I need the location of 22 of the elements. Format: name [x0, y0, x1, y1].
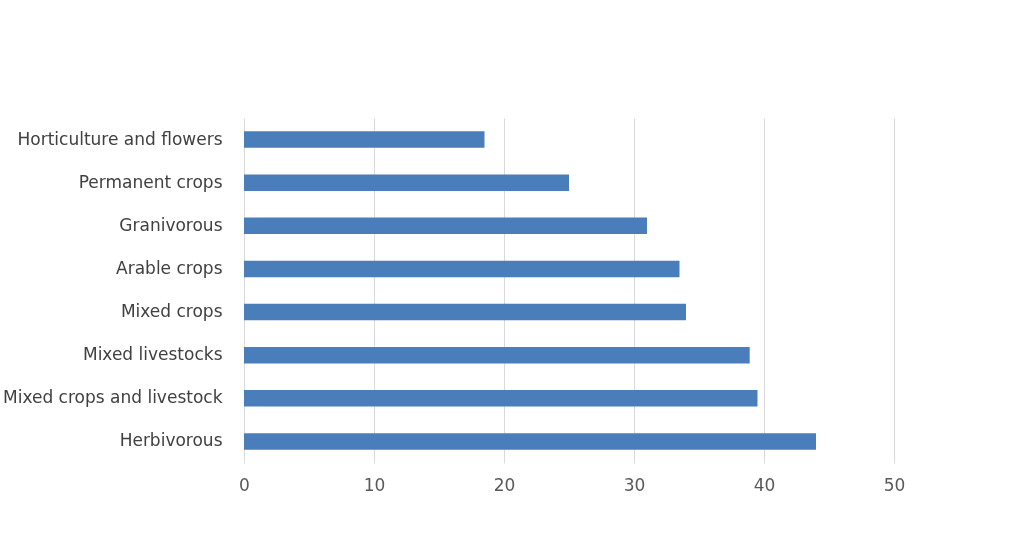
bar	[244, 260, 680, 278]
bar	[244, 217, 647, 235]
bar	[244, 346, 750, 364]
y-tick-label: Mixed livestocks	[82, 344, 223, 365]
bar	[244, 131, 485, 148]
x-tick-label: 10	[363, 474, 386, 495]
y-tick-label: Granivorous	[119, 214, 223, 235]
x-tick-label: 0	[239, 474, 250, 495]
bar	[244, 390, 758, 407]
x-tick-label: 50	[883, 474, 906, 495]
y-tick-label: Mixed crops and livestock	[3, 387, 223, 408]
bar	[244, 174, 569, 191]
y-tick-label: Horticulture and flowers	[17, 128, 223, 149]
y-tick-label: Mixed crops	[120, 301, 223, 322]
y-tick-label: Arable crops	[116, 257, 223, 278]
x-tick-label: 20	[493, 474, 516, 495]
bar	[244, 303, 686, 321]
bar	[244, 433, 816, 450]
x-tick-label: 40	[753, 474, 776, 495]
y-tick-label: Permanent crops	[78, 171, 223, 192]
y-tick-label: Herbivorous	[119, 430, 223, 451]
x-tick-label: 30	[623, 474, 646, 495]
